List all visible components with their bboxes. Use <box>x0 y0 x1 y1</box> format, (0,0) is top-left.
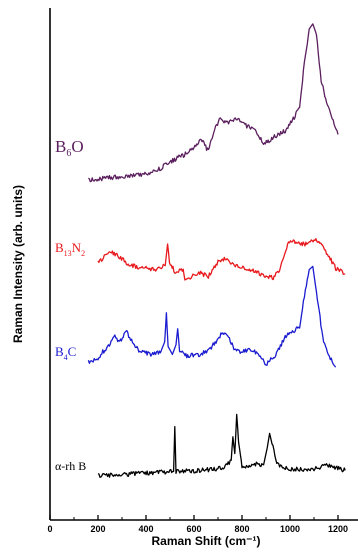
series-line-4 <box>97 413 346 478</box>
y-axis-label: Raman Intensity (arb. units) <box>11 185 25 343</box>
series-label-layer: B6O B13N2 B4C α-rh B <box>55 137 86 473</box>
series-line-1 <box>87 23 339 183</box>
x-tick-label: 400 <box>138 524 153 534</box>
series-label-1: B6O <box>55 137 84 159</box>
x-tick-label: 1200 <box>328 524 348 534</box>
x-tick-label: 0 <box>47 524 52 534</box>
series-line-2 <box>97 238 346 281</box>
x-ticks: 0 200 400 600 800 1000 1200 <box>47 515 348 534</box>
x-tick-label: 1000 <box>280 524 300 534</box>
x-tick-label: 800 <box>234 524 249 534</box>
series-label-3: B4C <box>55 344 76 362</box>
series-label-2: B13N2 <box>55 240 85 258</box>
axes <box>49 8 358 521</box>
series-layer <box>87 23 346 478</box>
x-axis-label: Raman Shift (cm⁻¹) <box>151 534 260 548</box>
x-tick-label: 600 <box>186 524 201 534</box>
x-tick-label: 200 <box>90 524 105 534</box>
series-label-4: α-rh B <box>55 459 86 473</box>
series-line-3 <box>87 265 337 368</box>
